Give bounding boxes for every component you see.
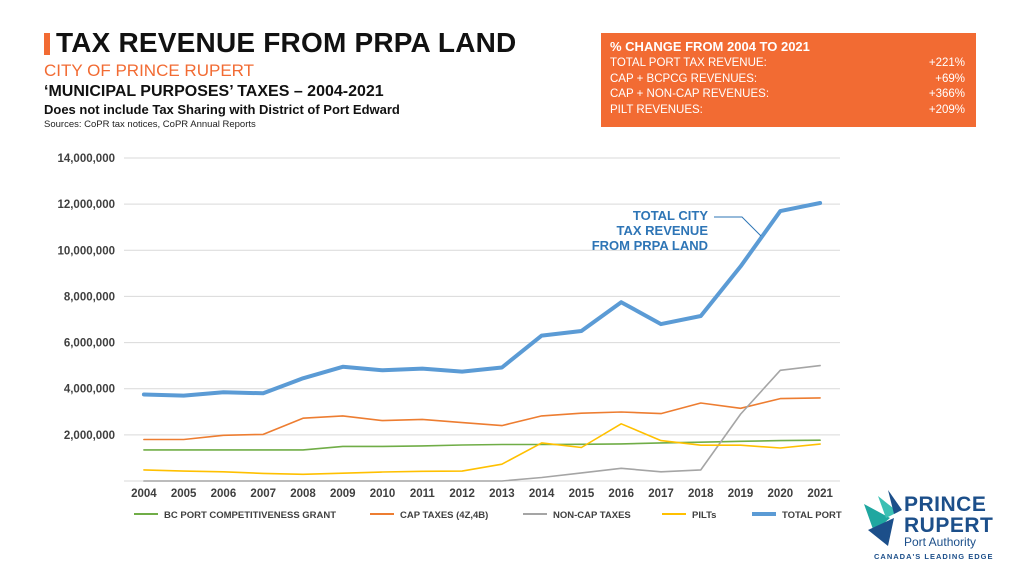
- percent-change-label: TOTAL PORT TAX REVENUE:: [610, 57, 767, 69]
- x-tick-label: 2021: [807, 488, 833, 500]
- legend-label: TOTAL PORT: [782, 510, 842, 521]
- y-tick-label: 8,000,000: [64, 291, 115, 303]
- series-line: [143, 423, 821, 476]
- total-annotation-text: FROM PRPA LAND: [592, 238, 708, 253]
- series-line: [141, 201, 823, 398]
- percent-change-value: +69%: [935, 72, 965, 85]
- x-tick-label: 2013: [489, 488, 515, 500]
- percent-change-label: CAP + BCPCG REVENUES:: [610, 72, 758, 85]
- y-tick-label: 10,000,000: [57, 245, 115, 257]
- percent-change-row: CAP + BCPCG REVENUES: +69%: [610, 72, 965, 88]
- chart-subtitle-2: ‘MUNICIPAL PURPOSES’ TAXES – 2004-2021: [44, 83, 384, 100]
- x-tick-label: 2004: [131, 488, 157, 500]
- percent-change-box: % CHANGE FROM 2004 TO 2021 TOTAL PORT TA…: [601, 33, 976, 127]
- x-tick-label: 2016: [608, 488, 634, 500]
- prince-rupert-logo-icon: [864, 490, 902, 546]
- chart-subtitle: CITY OF PRINCE RUPERT: [44, 61, 255, 80]
- logo-text-line3: Port Authority: [904, 535, 977, 549]
- logo-text-line1: PRINCE: [904, 493, 987, 516]
- logo-text-line2: RUPERT: [904, 514, 994, 537]
- total-annotation-text: TOTAL CITY: [633, 208, 708, 223]
- total-annotation-text: TAX REVENUE: [617, 223, 709, 238]
- series-line: [143, 364, 821, 482]
- chart-sources: Sources: CoPR tax notices, CoPR Annual R…: [44, 119, 256, 130]
- percent-change-title: % CHANGE FROM 2004 TO 2021: [610, 39, 810, 54]
- annotation-leader-line: [714, 216, 762, 237]
- chart-title: TAX REVENUE FROM PRPA LAND: [56, 27, 517, 58]
- x-tick-label: 2005: [171, 488, 197, 500]
- percent-change-value: +221%: [928, 57, 965, 69]
- x-tick-label: 2009: [330, 488, 356, 500]
- x-tick-label: 2017: [648, 488, 674, 500]
- percent-change-value: +209%: [928, 103, 965, 116]
- percent-change-label: CAP + NON-CAP REVENUES:: [610, 88, 770, 100]
- legend-label: CAP TAXES (4Z,4B): [400, 510, 488, 521]
- legend-label: NON-CAP TAXES: [553, 510, 631, 521]
- legend-label: PILTs: [692, 510, 716, 521]
- series-line: [143, 439, 821, 451]
- chart-note: Does not include Tax Sharing with Distri…: [44, 102, 400, 117]
- x-tick-label: 2008: [290, 488, 316, 500]
- percent-change-row: CAP + NON-CAP REVENUES: +366%: [610, 87, 965, 103]
- series-line: [143, 397, 821, 441]
- legend-label: BC PORT COMPETITIVENESS GRANT: [164, 510, 336, 521]
- x-tick-label: 2020: [768, 488, 794, 500]
- title-accent-bar: [44, 33, 50, 55]
- logo-tagline: CANADA'S LEADING EDGE: [874, 552, 994, 561]
- percent-change-label: PILT REVENUES:: [610, 103, 703, 116]
- percent-change-value: +366%: [928, 88, 965, 100]
- x-tick-label: 2007: [250, 488, 276, 500]
- x-tick-label: 2018: [688, 488, 714, 500]
- y-tick-label: 12,000,000: [57, 199, 115, 211]
- percent-change-row: TOTAL PORT TAX REVENUE: +221%: [610, 56, 965, 72]
- y-tick-label: 14,000,000: [57, 153, 115, 165]
- x-tick-label: 2014: [529, 488, 555, 500]
- x-tick-label: 2015: [569, 488, 595, 500]
- y-tick-label: 4,000,000: [64, 384, 115, 396]
- y-tick-label: 2,000,000: [64, 430, 115, 442]
- x-tick-label: 2006: [211, 488, 237, 500]
- percent-change-row: PILT REVENUES: +209%: [610, 103, 965, 119]
- x-tick-label: 2012: [449, 488, 475, 500]
- x-tick-label: 2019: [728, 488, 754, 500]
- y-tick-label: 6,000,000: [64, 338, 115, 350]
- x-tick-label: 2011: [410, 488, 436, 500]
- x-tick-label: 2010: [370, 488, 396, 500]
